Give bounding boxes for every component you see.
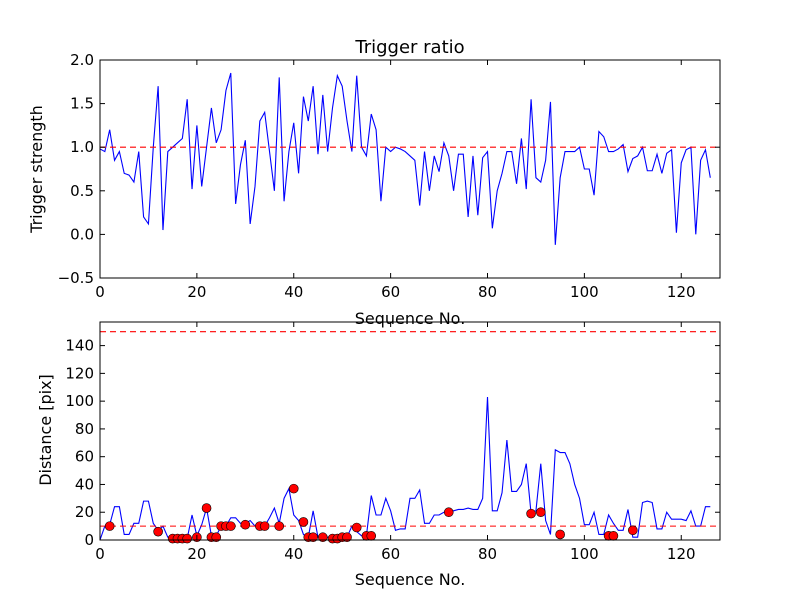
x-axis-ticks: 0 20 40 60 80 100 120: [95, 60, 696, 301]
y-tick-label: −0.5: [58, 269, 94, 287]
y-tick-label: 1.0: [70, 138, 94, 156]
data-point-marker: [351, 522, 362, 533]
data-point-marker: [259, 521, 270, 531]
y-axis-label: Trigger strength: [27, 105, 46, 234]
data-point-marker: [535, 507, 546, 518]
plot-frame: [99, 321, 721, 541]
y-tick-label: 60: [75, 448, 94, 466]
series-line: [99, 396, 711, 541]
y-tick-label: 20: [75, 503, 94, 521]
x-tick-label: 20: [187, 545, 206, 563]
data-point-marker: [526, 508, 536, 519]
data-point-marker: [342, 532, 352, 543]
x-tick-label: 100: [570, 283, 599, 301]
x-tick-label: 40: [284, 283, 303, 301]
y-tick-label: 100: [65, 392, 94, 410]
y-axis-ticks: 0 20 40 60 80 100 120 140: [65, 337, 720, 549]
data-point-marker: [608, 531, 619, 541]
data-point-marker: [443, 507, 454, 518]
y-tick-label: 2.0: [70, 51, 94, 69]
plot-frame: [99, 59, 721, 279]
x-axis-label: Sequence No.: [355, 309, 466, 328]
y-tick-label: 0.0: [70, 225, 94, 243]
x-tick-label: 20: [187, 283, 206, 301]
x-tick-label: 100: [570, 545, 599, 563]
x-axis-ticks: 0 20 40 60 80 100 120: [95, 322, 696, 563]
y-axis-ticks: −0.5 0.0 0.5 1.0 1.5 2.0: [58, 51, 720, 287]
trigger-strength-series: [99, 72, 711, 245]
x-tick-label: 60: [381, 545, 400, 563]
data-point-marker: [308, 532, 318, 543]
chart-title: Trigger ratio: [354, 37, 464, 58]
y-axis-label: Distance [pix]: [36, 374, 55, 486]
data-point-marker: [182, 533, 192, 544]
y-tick-label: 80: [75, 420, 94, 438]
x-tick-label: 120: [667, 545, 696, 563]
y-tick-label: 0: [84, 531, 94, 549]
x-tick-label: 120: [667, 283, 696, 301]
data-point-marker: [104, 521, 115, 531]
y-tick-label: 140: [65, 337, 94, 355]
data-point-marker: [318, 532, 328, 543]
data-point-marker: [153, 526, 163, 537]
y-tick-label: 1.5: [70, 95, 94, 113]
series-line: [99, 72, 711, 245]
data-point-marker: [298, 517, 309, 527]
distance-series: [99, 396, 711, 541]
threshold-lines: [100, 331, 720, 527]
data-point-marker: [555, 529, 565, 540]
data-point-marker: [225, 521, 236, 531]
data-point-marker: [288, 483, 299, 494]
y-tick-label: 120: [65, 364, 94, 382]
data-point-marker: [274, 521, 285, 531]
y-tick-label: 0.5: [70, 182, 94, 200]
x-tick-label: 60: [381, 283, 400, 301]
y-tick-label: 40: [75, 475, 94, 493]
x-tick-label: 80: [478, 545, 497, 563]
data-point-marker: [628, 525, 638, 536]
x-tick-label: 80: [478, 283, 497, 301]
data-point-marker: [211, 532, 222, 543]
distance-chart: 0 20 40 60 80 100 120 0 20 40 60 80 100 120 140 Seque…: [36, 321, 721, 589]
x-axis-label: Sequence No.: [355, 570, 466, 589]
distance-markers: [104, 483, 638, 544]
x-tick-label: 0: [95, 283, 105, 301]
data-point-marker: [201, 503, 212, 513]
x-tick-label: 0: [95, 545, 105, 563]
x-tick-label: 40: [284, 545, 303, 563]
data-point-marker: [240, 519, 251, 530]
trigger-ratio-chart: Trigger ratio 0 20 40 60 80 100 120 −0.5 0.0 0.5…: [27, 37, 721, 328]
data-point-marker: [366, 531, 377, 541]
